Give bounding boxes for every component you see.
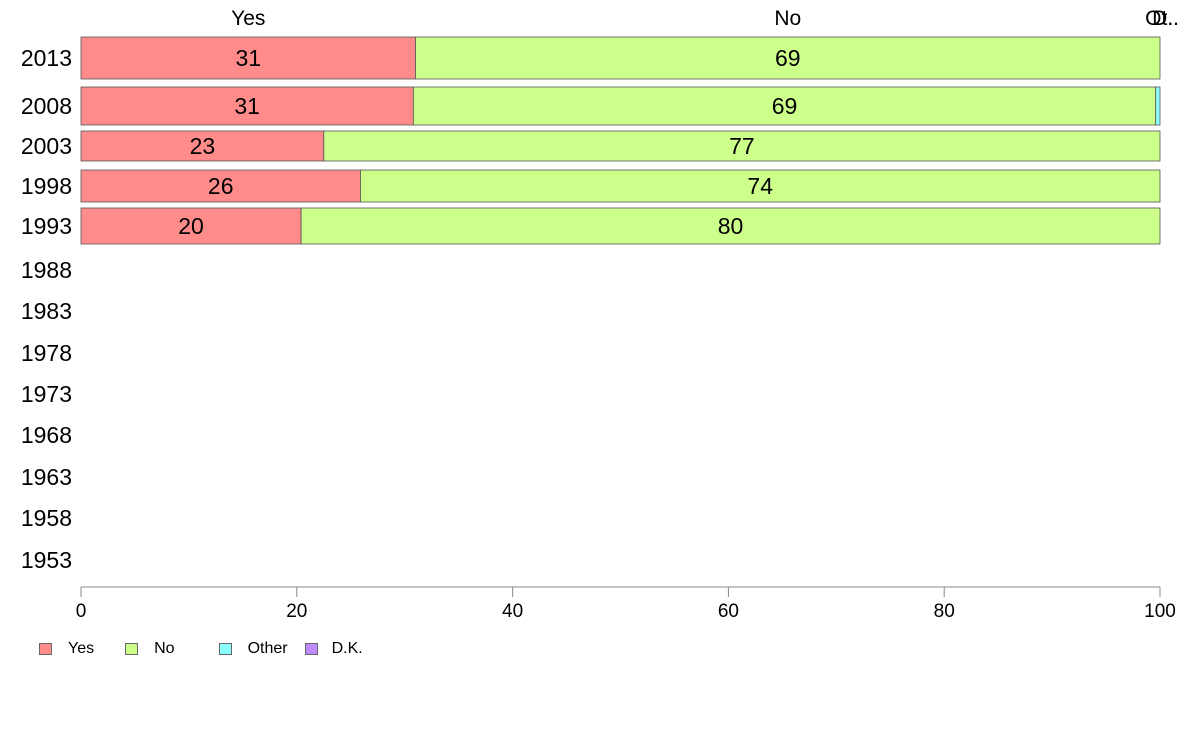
data-label-yes-2003: 23: [190, 133, 216, 159]
category-label-1953: 1953: [21, 547, 72, 573]
data-label-yes-2008: 31: [234, 93, 260, 119]
category-label-1998: 1998: [21, 173, 72, 199]
category-label-2008: 2008: [21, 93, 72, 119]
category-label-1978: 1978: [21, 340, 72, 366]
data-label-no-2013: 69: [775, 45, 801, 71]
x-tick-label-40: 40: [502, 601, 523, 622]
bar-no-2003: [323, 130, 1161, 162]
legend-item-no: No: [125, 640, 175, 658]
legend-item-yes: Yes: [39, 640, 94, 658]
data-label-yes-2013: 31: [235, 45, 261, 71]
category-label-2003: 2003: [21, 133, 72, 159]
category-label-1963: 1963: [21, 464, 72, 490]
legend-label-other: Other: [247, 640, 288, 657]
legend-swatch-no: [125, 643, 139, 655]
x-tick-label-0: 0: [76, 601, 87, 622]
top-label-d-3: D..: [1152, 7, 1179, 30]
top-label-yes-0: Yes: [231, 7, 265, 30]
category-label-1993: 1993: [21, 213, 72, 239]
x-tick-label-60: 60: [718, 601, 739, 622]
bar-no-2008: [412, 86, 1157, 126]
legend-swatch-yes: [39, 643, 52, 655]
data-label-no-2003: 77: [729, 133, 755, 159]
data-label-yes-1998: 26: [208, 173, 234, 199]
x-tick-label-20: 20: [286, 601, 307, 622]
category-label-1983: 1983: [21, 298, 72, 324]
category-label-2013: 2013: [21, 45, 72, 71]
x-tick-label-100: 100: [1144, 601, 1176, 622]
legend-swatch-other: [218, 643, 232, 655]
legend-item-other: Other: [218, 640, 288, 658]
bar-no-1998: [360, 169, 1161, 203]
category-label-1968: 1968: [21, 422, 72, 448]
legend-label-yes: Yes: [68, 640, 95, 657]
data-label-no-1993: 80: [718, 213, 744, 239]
bar-yes-2003: [80, 130, 325, 162]
top-label-no-1: No: [774, 7, 801, 30]
legend-swatch-dk: [304, 643, 318, 655]
bar-yes-2013: [80, 36, 416, 80]
bar-yes-1993: [80, 207, 302, 245]
bar-yes-1998: [80, 169, 361, 203]
top-label-ot-2: Ot..: [1145, 7, 1179, 30]
category-label-1973: 1973: [21, 381, 72, 407]
legend-label-dk: D.K.: [331, 640, 363, 657]
legend-item-dk: D.K.: [304, 640, 363, 658]
data-label-no-1998: 74: [747, 173, 773, 199]
legend: Yes No Other D.K.: [39, 640, 363, 658]
category-label-1958: 1958: [21, 505, 72, 531]
legend-label-no: No: [154, 640, 175, 657]
data-label-no-2008: 69: [772, 93, 798, 119]
x-tick-label-80: 80: [934, 601, 955, 622]
bar-yes-2008: [80, 86, 414, 126]
bar-no-2013: [415, 36, 1161, 80]
bar-other-2008: [1155, 86, 1161, 126]
data-label-yes-1993: 20: [178, 213, 204, 239]
bar-no-1993: [300, 207, 1161, 245]
category-label-1988: 1988: [21, 257, 72, 283]
